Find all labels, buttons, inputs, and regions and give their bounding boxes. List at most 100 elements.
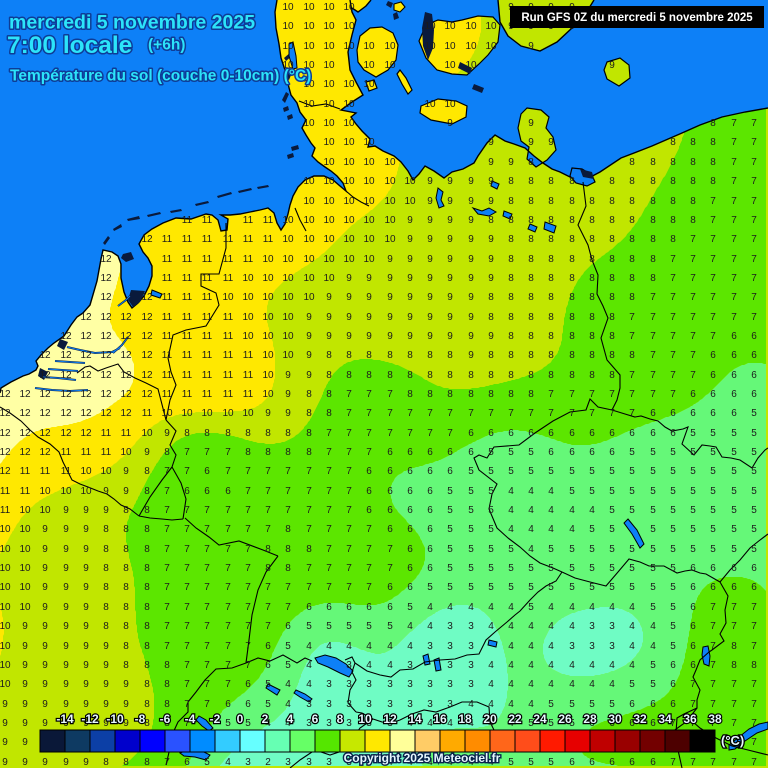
svg-text:5: 5 bbox=[629, 505, 635, 516]
svg-text:9: 9 bbox=[2, 699, 8, 710]
svg-text:4: 4 bbox=[407, 757, 413, 768]
svg-text:6: 6 bbox=[569, 447, 575, 458]
svg-text:7: 7 bbox=[710, 621, 716, 632]
svg-text:10: 10 bbox=[60, 486, 72, 497]
svg-text:12: 12 bbox=[100, 292, 112, 303]
svg-text:7: 7 bbox=[245, 524, 251, 535]
svg-text:9: 9 bbox=[42, 757, 48, 768]
svg-text:7: 7 bbox=[629, 408, 635, 419]
svg-text:10: 10 bbox=[161, 408, 173, 419]
svg-text:8: 8 bbox=[548, 292, 554, 303]
svg-text:10: 10 bbox=[303, 196, 315, 207]
svg-text:8: 8 bbox=[589, 215, 595, 226]
svg-text:5: 5 bbox=[629, 563, 635, 574]
svg-text:6: 6 bbox=[468, 447, 474, 458]
svg-text:9: 9 bbox=[488, 331, 494, 342]
svg-text:5: 5 bbox=[731, 428, 737, 439]
svg-text:7: 7 bbox=[690, 718, 696, 729]
svg-text:9: 9 bbox=[83, 641, 89, 652]
svg-text:12: 12 bbox=[120, 331, 132, 342]
svg-text:8: 8 bbox=[548, 370, 554, 381]
svg-text:12: 12 bbox=[0, 428, 11, 439]
svg-text:12: 12 bbox=[19, 428, 31, 439]
svg-text:6: 6 bbox=[407, 563, 413, 574]
svg-text:10: 10 bbox=[323, 21, 335, 32]
svg-text:3: 3 bbox=[306, 699, 312, 710]
svg-text:9: 9 bbox=[63, 660, 69, 671]
svg-text:12: 12 bbox=[80, 408, 92, 419]
svg-text:7: 7 bbox=[710, 254, 716, 265]
svg-text:5: 5 bbox=[629, 447, 635, 458]
svg-text:10: 10 bbox=[363, 254, 375, 265]
svg-text:6: 6 bbox=[710, 408, 716, 419]
svg-text:7: 7 bbox=[285, 486, 291, 497]
svg-text:5: 5 bbox=[731, 466, 737, 477]
svg-text:8: 8 bbox=[508, 312, 514, 323]
svg-text:3: 3 bbox=[387, 699, 393, 710]
svg-text:8: 8 bbox=[548, 350, 554, 361]
svg-text:8: 8 bbox=[751, 660, 757, 671]
svg-text:6: 6 bbox=[731, 408, 737, 419]
svg-text:6: 6 bbox=[184, 486, 190, 497]
svg-text:6: 6 bbox=[427, 563, 433, 574]
svg-text:4: 4 bbox=[528, 505, 534, 516]
svg-text:8: 8 bbox=[629, 273, 635, 284]
svg-text:9: 9 bbox=[103, 505, 109, 516]
svg-text:8: 8 bbox=[569, 331, 575, 342]
svg-text:9: 9 bbox=[63, 679, 69, 690]
svg-text:7: 7 bbox=[164, 602, 170, 613]
svg-text:5: 5 bbox=[690, 428, 696, 439]
svg-text:8: 8 bbox=[609, 350, 615, 361]
svg-text:9: 9 bbox=[103, 641, 109, 652]
svg-text:7: 7 bbox=[670, 370, 676, 381]
svg-text:7: 7 bbox=[609, 408, 615, 419]
svg-text:5: 5 bbox=[427, 582, 433, 593]
svg-text:7: 7 bbox=[225, 563, 231, 574]
svg-text:7: 7 bbox=[346, 505, 352, 516]
svg-text:3: 3 bbox=[447, 621, 453, 632]
svg-text:8: 8 bbox=[548, 273, 554, 284]
svg-text:7: 7 bbox=[164, 757, 170, 768]
svg-text:4: 4 bbox=[387, 660, 393, 671]
svg-text:(°C): (°C) bbox=[721, 733, 744, 748]
svg-text:10: 10 bbox=[323, 215, 335, 226]
svg-text:4: 4 bbox=[285, 699, 291, 710]
svg-text:6: 6 bbox=[751, 331, 757, 342]
svg-text:7: 7 bbox=[326, 447, 332, 458]
svg-text:7: 7 bbox=[225, 582, 231, 593]
svg-text:12: 12 bbox=[120, 408, 132, 419]
svg-text:10: 10 bbox=[282, 312, 294, 323]
svg-text:3: 3 bbox=[468, 621, 474, 632]
svg-text:8: 8 bbox=[569, 196, 575, 207]
svg-text:8: 8 bbox=[670, 196, 676, 207]
svg-text:12: 12 bbox=[100, 254, 112, 265]
svg-text:10: 10 bbox=[323, 60, 335, 71]
svg-text:10: 10 bbox=[363, 234, 375, 245]
svg-text:7: 7 bbox=[326, 486, 332, 497]
svg-text:11: 11 bbox=[202, 370, 213, 381]
svg-text:4: 4 bbox=[569, 602, 575, 613]
svg-text:8: 8 bbox=[650, 254, 656, 265]
svg-text:8: 8 bbox=[569, 254, 575, 265]
svg-text:0: 0 bbox=[237, 712, 244, 726]
svg-text:10: 10 bbox=[343, 254, 355, 265]
svg-text:7: 7 bbox=[710, 718, 716, 729]
svg-text:5: 5 bbox=[488, 486, 494, 497]
svg-text:7: 7 bbox=[690, 350, 696, 361]
svg-text:5: 5 bbox=[245, 718, 251, 729]
svg-text:9: 9 bbox=[326, 331, 332, 342]
svg-text:9: 9 bbox=[22, 621, 28, 632]
svg-text:-14: -14 bbox=[56, 712, 74, 726]
svg-text:8: 8 bbox=[306, 389, 312, 400]
svg-text:7: 7 bbox=[710, 331, 716, 342]
svg-text:6: 6 bbox=[751, 370, 757, 381]
svg-text:5: 5 bbox=[670, 563, 676, 574]
svg-text:-12: -12 bbox=[81, 712, 99, 726]
svg-text:5: 5 bbox=[589, 563, 595, 574]
svg-text:5: 5 bbox=[548, 699, 554, 710]
svg-text:7: 7 bbox=[265, 466, 271, 477]
svg-text:5: 5 bbox=[468, 466, 474, 477]
svg-text:32: 32 bbox=[633, 712, 647, 726]
svg-text:7: 7 bbox=[690, 312, 696, 323]
svg-text:4: 4 bbox=[468, 718, 474, 729]
